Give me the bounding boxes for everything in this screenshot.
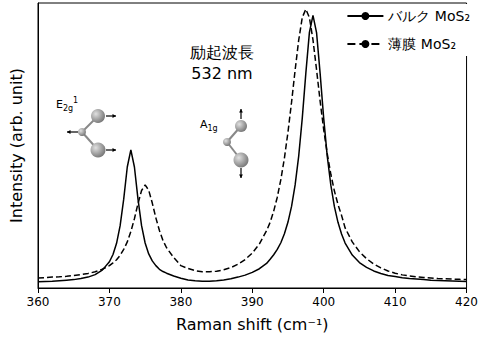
svg-text:420: 420 — [455, 295, 478, 309]
svg-text:370: 370 — [98, 295, 121, 309]
svg-text:励起波長: 励起波長 — [190, 43, 254, 62]
svg-text:2g: 2g — [63, 104, 73, 113]
svg-text:1: 1 — [73, 96, 78, 105]
svg-text:Intensity (arb. unit): Intensity (arb. unit) — [7, 68, 26, 223]
svg-text:410: 410 — [384, 295, 407, 309]
svg-text:E: E — [56, 98, 63, 111]
svg-text:360: 360 — [27, 295, 50, 309]
svg-text:A: A — [200, 117, 208, 131]
svg-text:Raman shift (cm⁻¹): Raman shift (cm⁻¹) — [176, 315, 329, 334]
svg-text:532 nm: 532 nm — [191, 64, 252, 83]
svg-text:380: 380 — [169, 295, 192, 309]
svg-text:1g: 1g — [208, 124, 218, 133]
svg-text:薄膜 MoS₂: 薄膜 MoS₂ — [388, 36, 456, 52]
svg-text:390: 390 — [241, 295, 264, 309]
svg-text:400: 400 — [312, 295, 335, 309]
svg-text:バルク MoS₂: バルク MoS₂ — [387, 8, 470, 24]
